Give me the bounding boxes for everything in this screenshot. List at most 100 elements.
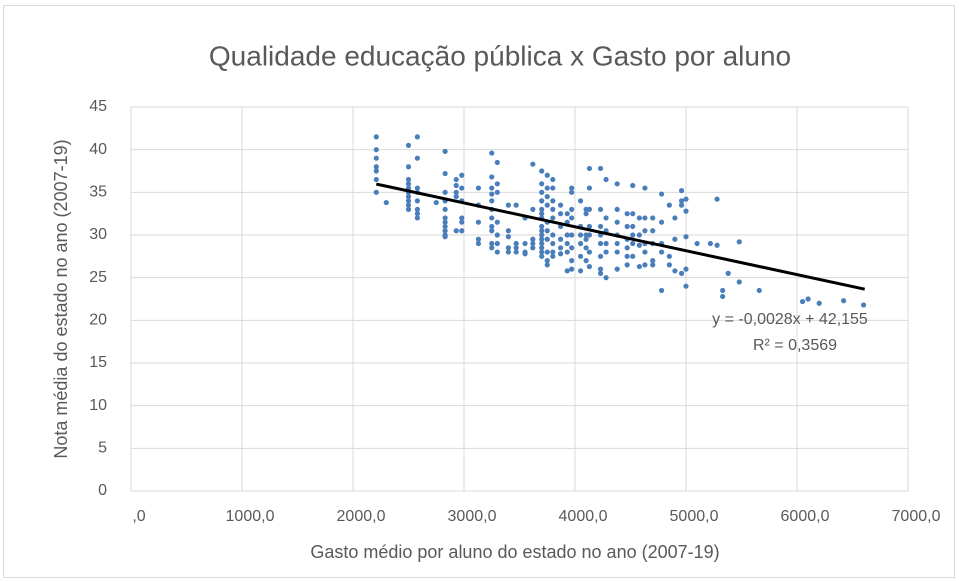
point bbox=[442, 219, 448, 225]
point bbox=[577, 232, 584, 238]
point bbox=[714, 196, 720, 202]
point bbox=[405, 202, 412, 208]
point bbox=[678, 198, 685, 204]
point bbox=[442, 206, 448, 212]
point bbox=[442, 223, 448, 230]
point bbox=[494, 249, 500, 255]
point bbox=[405, 164, 412, 170]
point bbox=[630, 211, 636, 217]
point bbox=[530, 161, 536, 167]
point bbox=[459, 185, 465, 191]
point bbox=[597, 266, 604, 272]
x-tick-label: 6000,0 bbox=[781, 508, 830, 525]
x-axis-label: Gasto médio por aluno do estado no ano (… bbox=[310, 542, 719, 562]
point bbox=[539, 189, 545, 195]
point bbox=[489, 191, 495, 197]
point bbox=[714, 242, 720, 248]
point bbox=[544, 194, 550, 200]
point bbox=[489, 185, 495, 191]
point bbox=[513, 202, 519, 208]
point bbox=[550, 198, 556, 204]
point bbox=[597, 206, 604, 212]
point bbox=[650, 228, 656, 234]
point bbox=[694, 240, 700, 247]
point bbox=[557, 245, 564, 251]
point bbox=[414, 206, 420, 212]
point bbox=[707, 240, 714, 247]
point bbox=[453, 194, 459, 200]
point bbox=[636, 215, 642, 221]
point bbox=[678, 188, 685, 194]
point bbox=[550, 206, 556, 212]
point bbox=[539, 198, 545, 204]
point bbox=[569, 185, 575, 191]
point bbox=[564, 268, 570, 274]
point bbox=[414, 134, 420, 140]
point bbox=[453, 189, 459, 195]
point bbox=[405, 181, 412, 187]
point bbox=[658, 191, 665, 197]
y-tick-label: 30 bbox=[89, 226, 107, 243]
point bbox=[459, 172, 465, 178]
point bbox=[642, 185, 648, 191]
point bbox=[373, 189, 379, 195]
point bbox=[513, 245, 519, 251]
point bbox=[614, 206, 620, 212]
point bbox=[494, 189, 500, 195]
point bbox=[564, 240, 570, 247]
point bbox=[564, 249, 570, 255]
point bbox=[414, 211, 420, 217]
point bbox=[569, 206, 575, 212]
point bbox=[630, 223, 636, 230]
point bbox=[539, 168, 545, 174]
y-tick-label: 5 bbox=[98, 440, 107, 457]
point bbox=[550, 215, 556, 221]
point bbox=[489, 245, 495, 251]
point bbox=[583, 211, 589, 217]
point bbox=[597, 165, 604, 172]
point bbox=[489, 228, 495, 234]
point bbox=[586, 223, 593, 230]
point bbox=[569, 245, 575, 251]
point bbox=[453, 182, 459, 189]
point bbox=[550, 232, 556, 238]
point bbox=[569, 258, 575, 264]
point bbox=[414, 185, 420, 191]
point bbox=[630, 182, 636, 189]
point bbox=[636, 263, 642, 270]
point bbox=[494, 219, 500, 225]
point bbox=[666, 202, 672, 208]
point bbox=[505, 249, 511, 255]
point bbox=[557, 202, 564, 208]
point bbox=[642, 215, 648, 221]
point bbox=[636, 242, 642, 248]
point bbox=[539, 206, 545, 212]
point bbox=[373, 155, 379, 161]
point bbox=[683, 283, 689, 289]
point bbox=[442, 234, 448, 240]
y-tick-label: 0 bbox=[98, 482, 107, 499]
point bbox=[453, 228, 459, 234]
point bbox=[841, 298, 847, 304]
point bbox=[642, 249, 648, 255]
point bbox=[583, 258, 589, 264]
chart-title: Qualidade educação pública x Gasto por a… bbox=[209, 40, 791, 71]
point bbox=[505, 202, 511, 208]
point bbox=[666, 253, 672, 259]
point bbox=[442, 228, 448, 234]
point bbox=[530, 245, 536, 251]
point bbox=[614, 249, 620, 255]
point bbox=[494, 181, 500, 187]
point bbox=[383, 199, 389, 206]
point bbox=[683, 234, 689, 240]
point bbox=[539, 232, 545, 238]
point bbox=[603, 176, 609, 183]
point bbox=[569, 232, 575, 238]
point bbox=[650, 215, 656, 221]
point bbox=[405, 142, 412, 148]
x-tick-label: 7000,0 bbox=[892, 508, 941, 525]
point bbox=[642, 262, 648, 268]
x-tick-label: 3000,0 bbox=[448, 508, 497, 525]
point bbox=[557, 251, 564, 257]
point bbox=[636, 232, 642, 238]
